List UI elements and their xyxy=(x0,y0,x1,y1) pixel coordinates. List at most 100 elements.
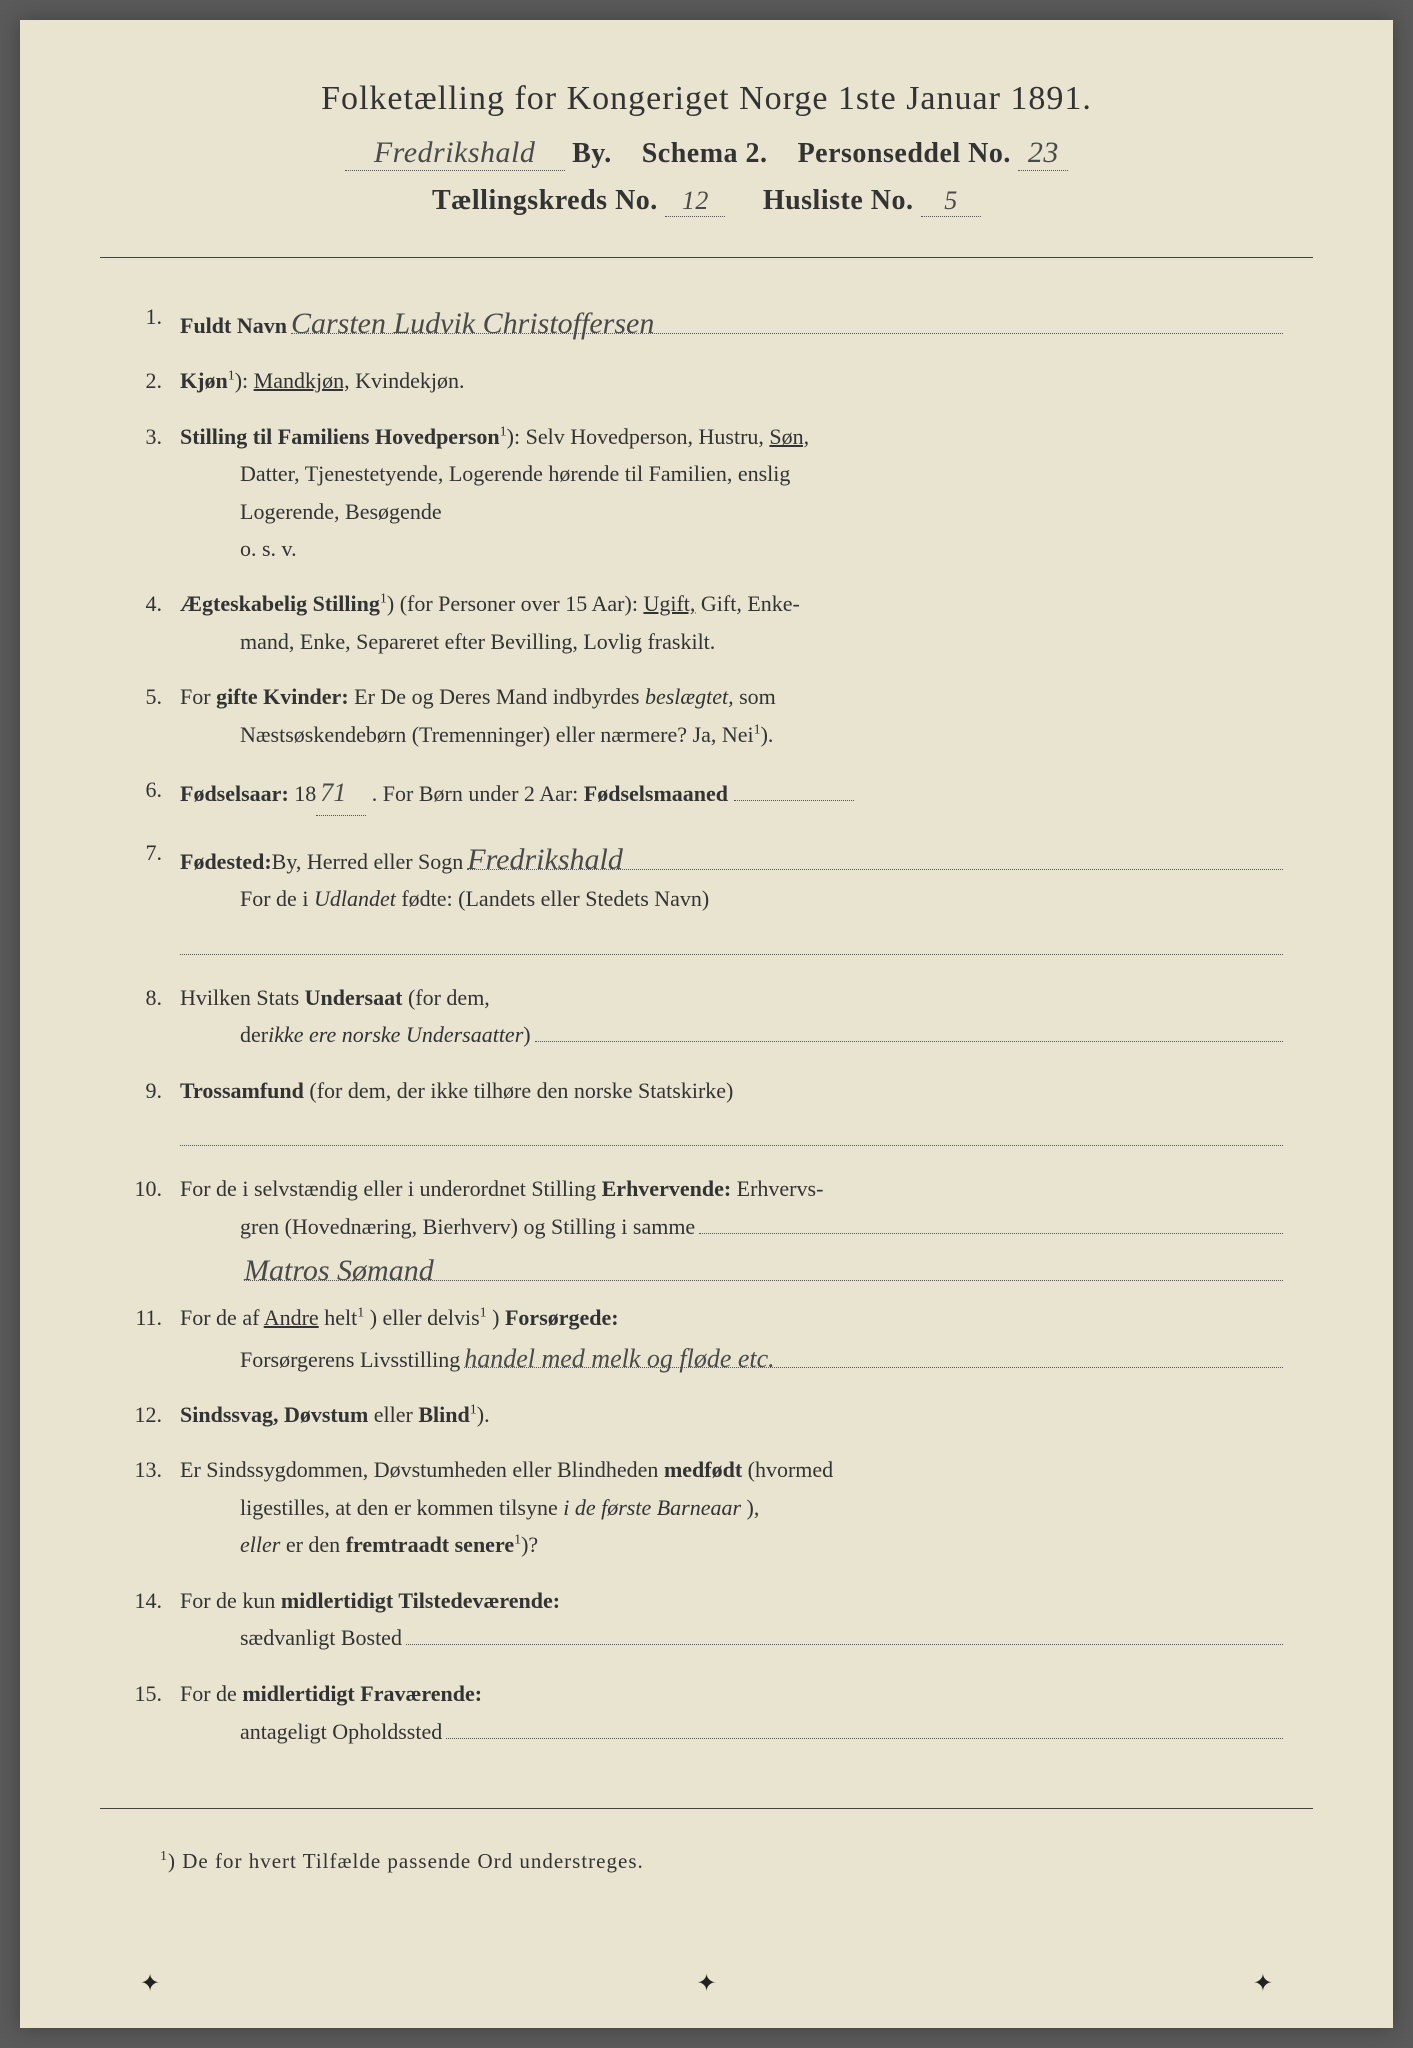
item-6-text1: . For Børn under 2 Aar: xyxy=(372,781,584,806)
personseddel-no: 23 xyxy=(1018,136,1068,171)
item-7-italic1: Udlandet xyxy=(314,886,396,911)
item-13: 13. Er Sindssygdommen, Døvstumheden elle… xyxy=(130,1451,1283,1563)
item-9-text1: (for dem, der ikke tilhøre den norske St… xyxy=(309,1078,733,1103)
item-5-bold1: gifte Kvinder: xyxy=(216,684,349,709)
item-8-text1: Hvilken Stats xyxy=(180,985,305,1010)
item-8: 8. Hvilken Stats Undersaat (for dem, der… xyxy=(130,979,1283,1054)
item-num-14: 14. xyxy=(130,1582,180,1657)
item-num-9: 9. xyxy=(130,1072,180,1152)
item-3-label: Stilling til Familiens Hovedperson xyxy=(180,424,500,449)
item-13-line2a: ligestilles, at den er kommen tilsyne xyxy=(240,1495,563,1520)
item-3-colon: ): xyxy=(507,424,526,449)
item-4-paren2: (for Personer over 15 Aar): xyxy=(400,591,644,616)
item-10-text1: For de i selvstændig eller i underordnet… xyxy=(180,1176,602,1201)
item-9: 9. Trossamfund (for dem, der ikke tilhør… xyxy=(130,1072,1283,1152)
item-5-italic1: beslægtet, xyxy=(645,684,734,709)
item-14-text1: For de kun xyxy=(180,1588,281,1613)
taellingskreds-label: Tællingskreds No. xyxy=(432,185,658,216)
item-10-text2: Erhvervs- xyxy=(737,1176,824,1201)
item-14-line2: sædvanligt Bosted xyxy=(240,1619,402,1656)
item-5-text1: Er De og Deres Mand indbyrdes xyxy=(354,684,645,709)
item-11-sup1: 1 xyxy=(357,1306,364,1321)
item-12: 12. Sindssvag, Døvstum eller Blind1). xyxy=(130,1396,1283,1433)
item-6-year-prefix: 18 xyxy=(294,781,316,806)
item-10-blank1 xyxy=(699,1207,1283,1233)
personseddel-label: Personseddel No. xyxy=(798,138,1011,169)
item-2: 2. Kjøn1): Mandkjøn, Kvindekjøn. xyxy=(130,362,1283,399)
item-num-10: 10. xyxy=(130,1170,180,1281)
item-11-underlined1: Andre xyxy=(264,1305,319,1330)
item-11: 11. For de af Andre helt1 ) eller delvis… xyxy=(130,1299,1283,1378)
footnote-text: ) De for hvert Tilfælde passende Ord und… xyxy=(168,1849,644,1873)
schema-label: Schema 2. xyxy=(642,138,768,169)
by-label: By. xyxy=(572,138,612,169)
item-11-bold1: Forsørgede: xyxy=(505,1305,619,1330)
item-10: 10. For de i selvstændig eller i underor… xyxy=(130,1170,1283,1281)
item-2-selected: Mandkjøn, xyxy=(254,368,350,393)
item-11-text4: ) xyxy=(492,1305,505,1330)
item-11-text2: helt xyxy=(324,1305,357,1330)
item-2-sup: 1 xyxy=(228,369,235,384)
item-2-label: Kjøn xyxy=(180,368,228,393)
taellingskreds-no: 12 xyxy=(665,186,725,217)
item-15: 15. For de midlertidigt Fraværende: anta… xyxy=(130,1675,1283,1750)
item-11-sup2: 1 xyxy=(480,1306,487,1321)
item-10-value: Matros Sømand xyxy=(244,1245,1283,1281)
document-header: Folketælling for Kongeriget Norge 1ste J… xyxy=(100,80,1313,217)
item-3: 3. Stilling til Familiens Hovedperson1):… xyxy=(130,418,1283,568)
item-14: 14. For de kun midlertidigt Tilstedevære… xyxy=(130,1582,1283,1657)
item-1-value: Carsten Ludvik Christoffersen xyxy=(291,298,1283,334)
arrow-left-icon: ✦ xyxy=(140,1969,160,1998)
item-7: 7. Fødested: By, Herred eller Sogn Fredr… xyxy=(130,834,1283,961)
husliste-no: 5 xyxy=(921,186,981,217)
item-14-blank xyxy=(406,1619,1283,1645)
item-4: 4. Ægteskabelig Stilling1) (for Personer… xyxy=(130,585,1283,660)
kreds-line: Tællingskreds No. 12 Husliste No. 5 xyxy=(100,185,1313,217)
item-num-1: 1. xyxy=(130,298,180,344)
footnote: 1) De for hvert Tilfælde passende Ord un… xyxy=(100,1849,1313,1874)
form-body: 1. Fuldt Navn Carsten Ludvik Christoffer… xyxy=(100,257,1313,1809)
footnote-sup: 1 xyxy=(160,1849,168,1864)
item-13-text1: Er Sindssygdommen, Døvstumheden eller Bl… xyxy=(180,1457,664,1482)
item-8-blank xyxy=(535,1016,1283,1042)
item-4-line2: mand, Enke, Separeret efter Bevilling, L… xyxy=(240,623,1283,660)
item-7-label: Fødested: xyxy=(180,843,272,880)
main-title: Folketælling for Kongeriget Norge 1ste J… xyxy=(100,80,1313,118)
item-num-11: 11. xyxy=(130,1299,180,1378)
item-10-line2: gren (Hovednæring, Bierhverv) og Stillin… xyxy=(240,1208,695,1245)
item-5: 5. For gifte Kvinder: Er De og Deres Man… xyxy=(130,678,1283,753)
by-line: Fredrikshald By. Schema 2. Personseddel … xyxy=(100,136,1313,171)
item-10-bold1: Erhvervende: xyxy=(602,1176,732,1201)
item-9-bold1: Trossamfund xyxy=(180,1078,304,1103)
item-9-blank xyxy=(180,1115,1283,1146)
item-6: 6. Fødselsaar: 1871 . For Børn under 2 A… xyxy=(130,771,1283,816)
item-12-bold2: Blind xyxy=(418,1402,469,1427)
item-num-6: 6. xyxy=(130,771,180,816)
item-12-text1: eller xyxy=(374,1402,419,1427)
item-15-text1: For de xyxy=(180,1681,242,1706)
item-8-line2b: ) xyxy=(523,1016,530,1053)
item-4-paren: ) xyxy=(387,591,400,616)
item-2-rest: Kvindekjøn. xyxy=(355,368,464,393)
item-7-blank xyxy=(180,924,1283,955)
item-7-line2a: For de i xyxy=(240,886,314,911)
arrow-right-icon: ✦ xyxy=(1253,1969,1273,1998)
item-4-label: Ægteskabelig Stilling xyxy=(180,591,380,616)
item-11-line2: Forsørgerens Livsstilling xyxy=(240,1341,460,1378)
item-4-rest1: Gift, Enke- xyxy=(701,591,800,616)
arrow-mid-icon: ✦ xyxy=(696,1969,716,1998)
item-3-selected: Søn, xyxy=(769,424,809,449)
item-3-line2: Datter, Tjenestetyende, Logerende hørend… xyxy=(240,455,1283,492)
item-5-text2: som xyxy=(739,684,776,709)
item-8-italic1: ikke ere norske Undersaatter xyxy=(268,1016,523,1053)
item-3-line3: Logerende, Besøgende xyxy=(240,493,1283,530)
item-num-2: 2. xyxy=(130,362,180,399)
item-6-label: Fødselsaar: xyxy=(180,781,289,806)
item-6-year: 71 xyxy=(316,771,366,816)
item-13-italic1: i de første Barneaar xyxy=(563,1495,741,1520)
item-num-12: 12. xyxy=(130,1396,180,1433)
item-6-blank xyxy=(734,800,854,801)
item-13-line3a: eller xyxy=(240,1532,280,1557)
item-5-line2a: Næstsøskendebørn (Tremenninger) eller næ… xyxy=(240,722,754,747)
item-3-line1: Selv Hovedperson, Hustru, xyxy=(526,424,770,449)
